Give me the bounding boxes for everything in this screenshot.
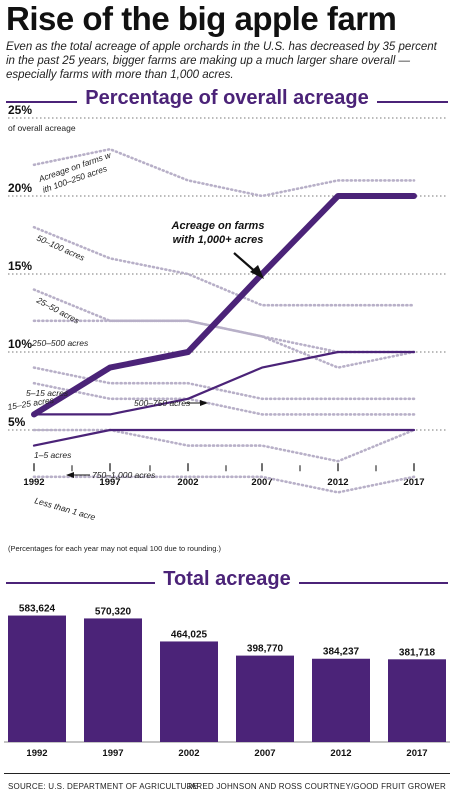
series-line-dotted-7 <box>32 366 416 401</box>
series-label: 500–750 acres <box>134 398 191 408</box>
section-rule-right <box>368 101 448 103</box>
x-tick-label: 2007 <box>251 477 272 488</box>
bar-2012 <box>312 658 370 742</box>
series-line-dotted-3 <box>32 147 416 198</box>
annotation-arrowhead <box>200 400 208 406</box>
y-axis-caption: of overall acreage <box>8 123 76 133</box>
bar-category-label: 1992 <box>26 748 47 759</box>
series-line-1000-plus <box>31 193 417 418</box>
x-tick-label: 2002 <box>177 477 198 488</box>
bar-category-label: 1997 <box>102 748 123 759</box>
bar-value-label: 583,624 <box>19 604 56 615</box>
series-label: 5–15 acres <box>26 388 69 398</box>
series-line-dotted-4 <box>32 225 416 307</box>
y-tick-label: 15% <box>8 259 32 273</box>
series-line-solid-1 <box>32 350 416 416</box>
bar-category-label: 2017 <box>406 748 427 759</box>
x-tick-label: 1992 <box>23 477 44 488</box>
page-title: Rise of the big apple farm <box>6 0 397 37</box>
x-tick-label: 1997 <box>99 477 120 488</box>
series-label: 750–1,000 acres <box>92 470 156 480</box>
series-label: 1–5 acres <box>34 450 72 460</box>
bar-category-label: 2007 <box>254 748 275 759</box>
annotation-arrowhead <box>250 265 264 279</box>
series-line-dotted-5 <box>32 288 416 369</box>
footer-rule <box>4 773 450 774</box>
section-rule-left <box>6 101 86 103</box>
y-tick-label: 25% <box>8 103 32 117</box>
bar-value-label: 384,237 <box>323 647 360 658</box>
annotation-arrowhead <box>66 472 74 478</box>
bar-category-label: 2002 <box>178 748 199 759</box>
bar-2007 <box>236 655 294 742</box>
bar-value-label: 464,025 <box>171 629 208 640</box>
line-chart-title: Percentage of overall acreage <box>0 87 454 110</box>
bar-value-label: 398,770 <box>247 644 284 655</box>
y-tick-label: 5% <box>8 415 26 429</box>
section-rule-right-2 <box>298 582 448 584</box>
x-tick-label: 2012 <box>327 477 348 488</box>
rounding-note: (Percentages for each year may not equal… <box>8 544 222 553</box>
bar-2002 <box>160 641 218 742</box>
series-label-line: Acreage on farms <box>171 220 265 232</box>
bar-1992 <box>8 615 66 742</box>
series-line-dotted-8 <box>32 381 416 416</box>
series-line-dotted-9 <box>32 428 416 463</box>
bar-category-label: 2012 <box>330 748 351 759</box>
bar-2017 <box>388 659 446 742</box>
y-tick-label: 20% <box>8 181 32 195</box>
series-line-solid-2 <box>32 428 416 447</box>
bar-1997 <box>84 618 142 742</box>
series-label-line: with 1,000+ acres <box>173 234 264 246</box>
series-line-dotted-10 <box>32 475 416 494</box>
y-tick-label: 10% <box>8 337 32 351</box>
page-subtitle: Even as the total acreage of apple orcha… <box>6 41 437 81</box>
bar-value-label: 381,718 <box>399 647 436 658</box>
line-chart: 25% 20% 15% 10% 5% of overall acreage 1992 1997… <box>7 103 446 522</box>
bar-chart-title: Total acreage <box>0 568 454 591</box>
source-credit: SOURCE: U.S. DEPARTMENT OF AGRICULTURE <box>8 782 199 791</box>
author-credit: JARED JOHNSON AND ROSS COURTNEY/GOOD FRU… <box>186 782 446 791</box>
section-rule-left-2 <box>6 582 156 584</box>
series-label: 250–500 acres <box>31 338 89 348</box>
x-tick-label: 2017 <box>403 477 424 488</box>
series-label: Acreage on farms with 1,000+ acres <box>171 220 265 246</box>
bar-value-label: 570,320 <box>95 606 132 617</box>
